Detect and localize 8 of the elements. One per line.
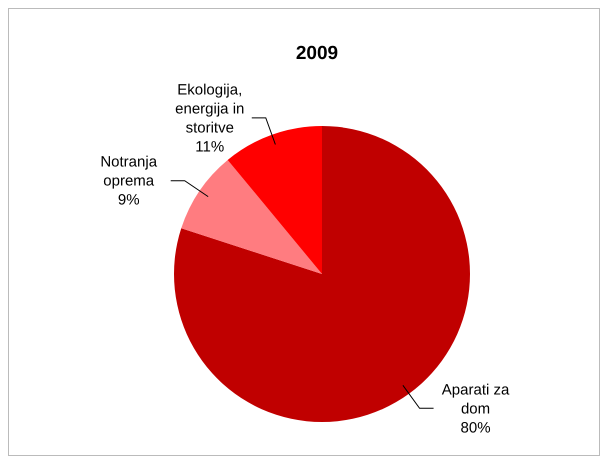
slice-label: Notranja oprema [100,154,158,190]
data-label: 80% [460,419,491,436]
slice-label: Aparati za dom [442,381,510,418]
pie-slice [181,160,322,274]
chart-title: 2009 [296,43,338,64]
data-label: 11% [195,138,224,156]
data-label: 9% [118,192,140,209]
slice-label: Ekologija, energija in storitve [175,81,244,136]
